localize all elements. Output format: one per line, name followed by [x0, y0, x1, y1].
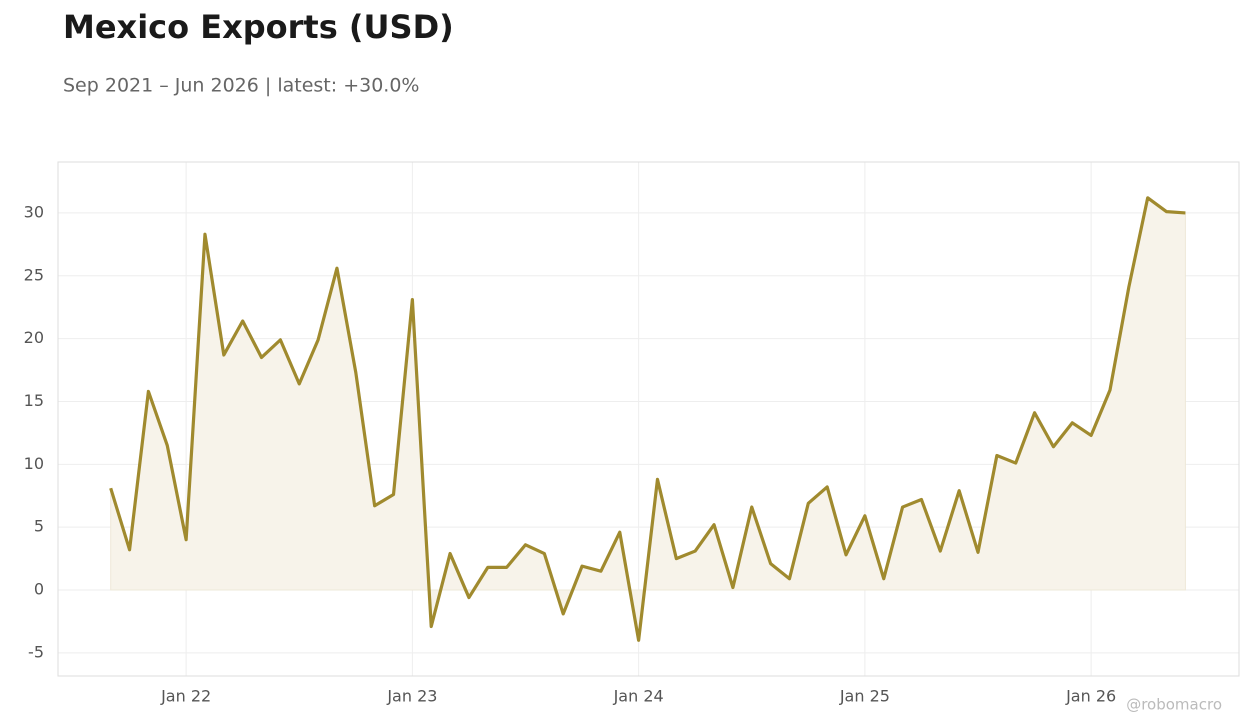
chart-title: Mexico Exports (USD) — [63, 8, 454, 46]
x-tick-label: Jan 24 — [613, 687, 664, 706]
x-tick-label: Jan 23 — [386, 687, 437, 706]
x-tick-label: Jan 26 — [1065, 687, 1116, 706]
y-tick-label: 30 — [24, 202, 44, 221]
y-tick-label: 20 — [24, 328, 44, 347]
watermark: @robomacro — [1126, 696, 1222, 714]
y-tick-label: 25 — [24, 265, 44, 284]
x-tick-label: Jan 25 — [839, 687, 890, 706]
line — [109, 196, 1186, 642]
y-tick-label: 10 — [24, 454, 44, 473]
y-tick-label: 5 — [34, 517, 44, 536]
plot-frame — [57, 161, 1240, 677]
area — [110, 196, 1186, 641]
chart-subtitle: Sep 2021 – Jun 2026 | latest: +30.0% — [63, 75, 419, 97]
y-tick-label: -5 — [28, 642, 44, 661]
y-tick-label: 15 — [24, 391, 44, 410]
y-tick-label: 0 — [34, 580, 44, 599]
x-tick-label: Jan 22 — [160, 687, 211, 706]
